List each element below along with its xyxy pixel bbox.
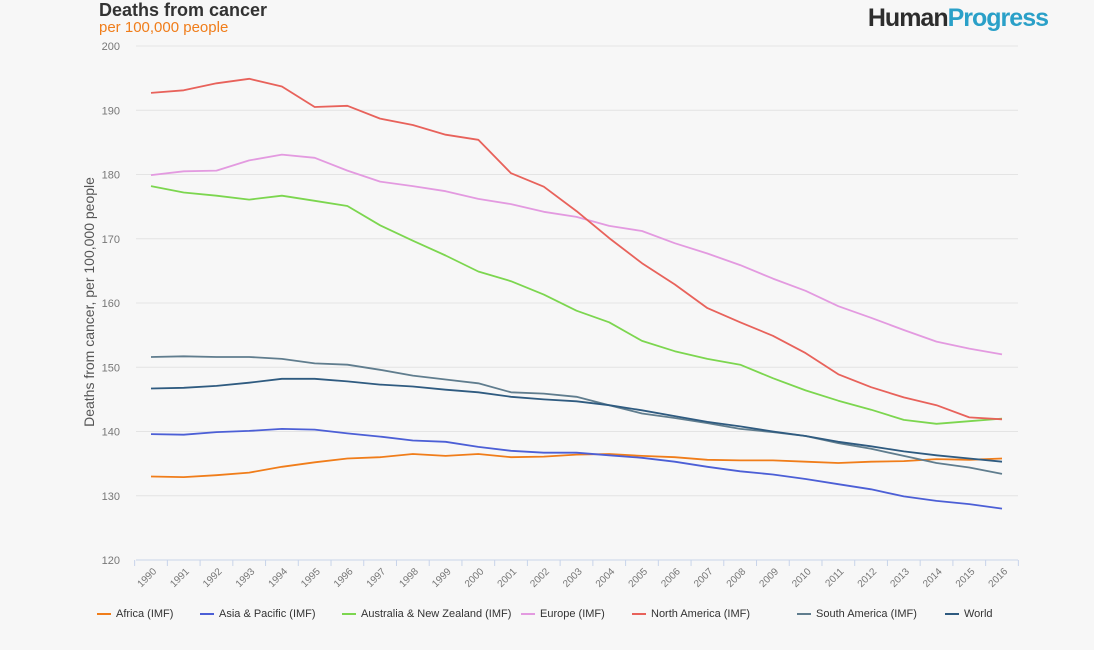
legend-item-africa[interactable]: Africa (IMF): [97, 608, 173, 620]
x-tick-label: 2002: [528, 566, 552, 590]
x-tick-label: 2007: [692, 566, 716, 590]
x-tick-label: 1991: [168, 566, 192, 590]
x-tick-label: 2005: [627, 566, 651, 590]
legend-item-north-america[interactable]: North America (IMF): [632, 608, 750, 620]
x-tick-label: 2015: [954, 566, 978, 590]
legend-label: Australia & New Zealand (IMF): [361, 608, 512, 620]
x-tick-label: 1998: [397, 566, 421, 590]
y-tick-label: 200: [102, 41, 120, 53]
x-tick-label: 1992: [201, 566, 225, 590]
x-tick-label: 2013: [888, 566, 912, 590]
line-chart: 120 130 140 150 160 170 180 190 200 1990 1991 1992…: [81, 41, 1019, 590]
x-tick-label: 2011: [823, 566, 846, 589]
x-tick-label: 2016: [987, 566, 1011, 590]
chart-title: Deaths from cancer: [99, 0, 268, 20]
legend-item-europe[interactable]: Europe (IMF): [521, 608, 605, 620]
x-tick-label: 2010: [790, 566, 814, 590]
legend-item-world[interactable]: World: [945, 608, 993, 620]
y-tick-label: 190: [102, 105, 120, 117]
series-line-world[interactable]: [150, 377, 1003, 463]
x-tick-label: 2004: [594, 566, 618, 590]
x-tick-label: 2012: [856, 566, 880, 590]
legend-label: World: [964, 608, 993, 620]
x-tick-label: 2001: [496, 566, 520, 590]
x-tick-label: 1997: [365, 566, 389, 590]
legend-label: South America (IMF): [816, 608, 917, 620]
legend-label: North America (IMF): [651, 608, 751, 620]
legend-item-asia[interactable]: Asia & Pacific (IMF): [200, 608, 316, 620]
series-lines: [150, 77, 1003, 510]
grid-lines: [136, 45, 1018, 497]
y-tick-label: 130: [102, 491, 120, 503]
legend-item-south-america[interactable]: South America (IMF): [797, 608, 917, 620]
x-tick-label: 1999: [430, 566, 454, 590]
series-line-south-america[interactable]: [150, 355, 1003, 475]
x-tick-label: 2008: [725, 566, 749, 590]
x-tick-label: 1993: [234, 566, 258, 590]
y-tick-label: 180: [102, 170, 120, 182]
legend-swatch: [797, 613, 811, 615]
chart-subtitle: per 100,000 people: [99, 19, 229, 36]
series-line-australia[interactable]: [150, 185, 1003, 425]
x-tick-label: 1994: [267, 566, 291, 590]
brand-text-progress: Progress: [947, 4, 1049, 32]
y-tick-label: 120: [102, 555, 120, 567]
series-line-europe[interactable]: [150, 153, 1003, 356]
series-line-asia[interactable]: [150, 427, 1003, 510]
x-tick-label: 2000: [463, 566, 487, 590]
x-tick-label: 2009: [757, 566, 781, 590]
x-tick-label: 1990: [136, 566, 160, 590]
legend-label: Europe (IMF): [540, 608, 605, 620]
legend-label: Asia & Pacific (IMF): [219, 608, 316, 620]
legend-swatch: [97, 613, 111, 615]
x-tick-label: 1996: [332, 566, 356, 590]
legend-swatch: [945, 613, 959, 615]
x-tick-label: 1995: [299, 566, 323, 590]
legend-label: Africa (IMF): [116, 608, 174, 620]
brand-text-human: Human: [867, 4, 949, 32]
y-tick-label: 170: [102, 234, 120, 246]
legend-swatch: [632, 613, 646, 615]
legend-item-australia[interactable]: Australia & New Zealand (IMF): [342, 608, 511, 620]
series-line-north-america[interactable]: [150, 77, 1003, 421]
legend-swatch: [521, 613, 535, 615]
x-tick-label: 2006: [659, 566, 683, 590]
legend-swatch: [200, 613, 214, 615]
x-axis: 1990 1991 1992 1993 1994 1995 1996 1997 1998 1999…: [134, 559, 1019, 590]
x-tick-label: 2014: [921, 566, 945, 590]
y-axis-label: Deaths from cancer, per 100,000 people: [81, 177, 97, 427]
y-tick-label: 150: [102, 362, 120, 374]
y-axis: 120 130 140 150 160 170 180 190 200: [102, 41, 120, 567]
series-line-africa[interactable]: [150, 453, 1003, 479]
y-tick-label: 160: [102, 298, 120, 310]
legend-swatch: [342, 613, 356, 615]
chart-legend: Africa (IMF) Asia & Pacific (IMF) Australi…: [0, 608, 1094, 628]
y-tick-label: 140: [102, 427, 120, 439]
brand-logo[interactable]: HumanProgress: [867, 4, 1049, 33]
x-tick-label: 2003: [561, 566, 585, 590]
